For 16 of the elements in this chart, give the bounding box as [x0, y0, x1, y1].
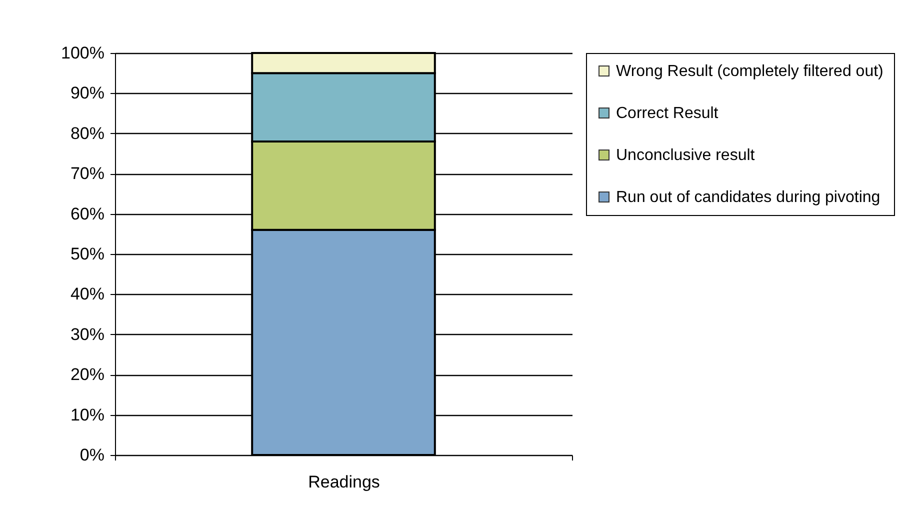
legend-label: Wrong Result (completely filtered out) — [616, 63, 884, 80]
y-tick-label: 50% — [70, 244, 104, 264]
y-tick-label: 70% — [70, 164, 104, 184]
legend-label: Run out of candidates during pivoting — [616, 189, 880, 206]
y-tick-label: 10% — [70, 405, 104, 424]
x-tick-label: Readings — [308, 472, 380, 492]
y-tick-label: 90% — [70, 84, 104, 103]
y-tick-label: 20% — [70, 365, 104, 384]
y-tick-label: 100% — [61, 44, 104, 62]
y-tick-label: 0% — [80, 446, 104, 464]
y-tick-label: 40% — [70, 284, 104, 304]
y-tick-label: 60% — [70, 204, 104, 224]
y-tick-label: 30% — [70, 324, 104, 344]
legend-label: Unconclusive result — [616, 147, 756, 164]
legend-label: Correct Result — [616, 105, 719, 122]
y-tick-label: 80% — [70, 124, 104, 143]
